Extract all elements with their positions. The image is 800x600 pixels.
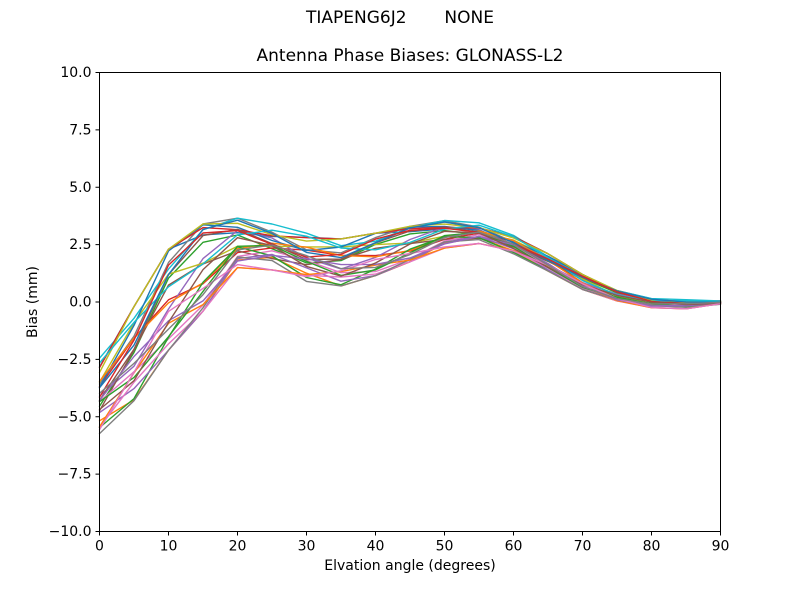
series-line-1 xyxy=(98,237,722,422)
y-tick-label: 5.0 xyxy=(69,180,91,196)
series-line-12 xyxy=(98,235,722,429)
figure-suptitle: TIAPENG6J2 NONE xyxy=(306,8,494,28)
x-tick-label: 20 xyxy=(229,539,247,555)
chart-title: Antenna Phase Biases: GLONASS-L2 xyxy=(256,46,564,66)
series-line-14 xyxy=(98,235,722,414)
y-tick-label: −5.0 xyxy=(58,409,92,425)
x-tick-label: 0 xyxy=(95,539,104,555)
series-line-21 xyxy=(98,242,722,428)
x-tick-label: 70 xyxy=(574,539,592,555)
series-line-25 xyxy=(98,230,722,411)
series-line-20 xyxy=(98,219,722,389)
x-tick-label: 80 xyxy=(643,539,661,555)
x-tick-label: 30 xyxy=(298,539,316,555)
x-tick-label: 40 xyxy=(367,539,385,555)
series-line-17 xyxy=(98,238,722,435)
y-axis-label: Bias (mm) xyxy=(25,265,41,339)
series-line-24 xyxy=(98,235,722,402)
series-line-27 xyxy=(98,231,722,394)
x-tick-label: 50 xyxy=(436,539,454,555)
y-tick-label: 10.0 xyxy=(60,65,91,81)
series-line-4 xyxy=(98,226,722,397)
y-tick-label: 2.5 xyxy=(69,237,91,253)
x-tick-label: 90 xyxy=(712,539,730,555)
y-tick-label: −7.5 xyxy=(58,467,92,483)
y-tick-label: −2.5 xyxy=(58,352,92,368)
x-tick-label: 60 xyxy=(505,539,523,555)
series-line-2 xyxy=(98,229,722,407)
x-axis-label: Elvation angle (degrees) xyxy=(324,558,496,574)
y-tick-label: −10.0 xyxy=(49,524,92,540)
y-tick-label: 7.5 xyxy=(69,122,91,138)
series-line-23 xyxy=(98,227,722,398)
y-tick-label: 0.0 xyxy=(69,295,91,311)
x-tick-label: 10 xyxy=(160,539,178,555)
series-line-5 xyxy=(98,237,722,412)
